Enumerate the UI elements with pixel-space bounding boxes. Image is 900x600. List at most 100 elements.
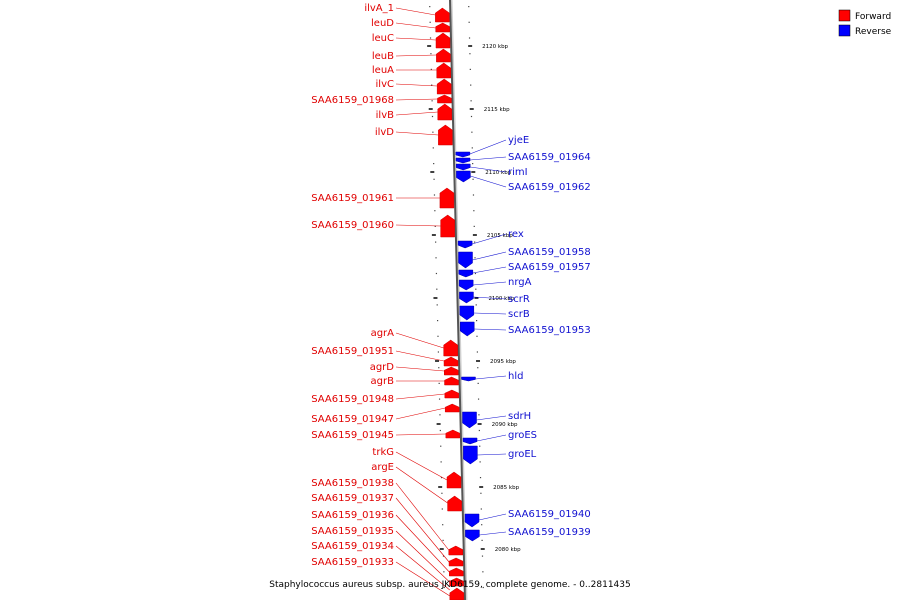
reverse-gene-block[interactable] [455, 151, 471, 158]
reverse-gene-label[interactable]: scrB [508, 309, 530, 320]
forward-gene-label[interactable]: SAA6159_01951 [311, 346, 394, 357]
forward-gene-label[interactable]: ilvA_1 [364, 3, 394, 14]
forward-gene-label[interactable]: SAA6159_01960 [311, 220, 394, 231]
forward-gene-label[interactable]: leuB [372, 51, 394, 62]
forward-gene-block[interactable] [444, 376, 459, 386]
scale-dot [481, 524, 483, 526]
forward-gene-block[interactable] [435, 32, 451, 49]
scale-dot [468, 6, 470, 8]
forward-gene-label[interactable]: SAA6159_01933 [311, 557, 394, 568]
forward-gene-block[interactable] [444, 403, 460, 413]
label-leader-line [472, 266, 507, 274]
reverse-gene-label[interactable]: SAA6159_01953 [508, 325, 591, 336]
forward-gene-label[interactable]: SAA6159_01945 [311, 430, 394, 441]
forward-gene-label[interactable]: agrA [371, 328, 395, 339]
reverse-gene-block[interactable] [459, 305, 475, 321]
reverse-gene-block[interactable] [455, 157, 471, 164]
reverse-gene-label[interactable]: SAA6159_01958 [508, 247, 591, 258]
scale-dot [476, 320, 478, 322]
forward-gene-block[interactable] [435, 7, 450, 23]
scale-dot [481, 555, 484, 557]
forward-gene-block[interactable] [448, 557, 464, 567]
reverse-gene-label[interactable]: yjeE [508, 135, 529, 146]
reverse-gene-block[interactable] [463, 445, 478, 465]
reverse-gene-label[interactable]: groEL [508, 449, 537, 460]
label-leader-line [395, 37, 437, 41]
reverse-gene-label[interactable]: nrgA [508, 277, 532, 288]
reverse-gene-label[interactable]: sdrH [508, 411, 531, 422]
reverse-gene-block[interactable] [461, 376, 476, 382]
reverse-gene-block[interactable] [462, 411, 477, 429]
forward-gene-block[interactable] [448, 545, 464, 556]
forward-gene-block[interactable] [436, 48, 451, 63]
forward-gene-label[interactable]: leuC [372, 33, 394, 44]
reverse-gene-label[interactable]: hld [508, 371, 523, 382]
forward-gene-block[interactable] [447, 495, 462, 512]
forward-gene-label[interactable]: SAA6159_01948 [311, 394, 394, 405]
reverse-gene-block[interactable] [464, 513, 480, 528]
reverse-gene-label[interactable]: SAA6159_01939 [508, 527, 591, 538]
reverse-gene-block[interactable] [459, 291, 474, 304]
reverse-gene-label[interactable]: rimI [508, 167, 528, 178]
forward-gene-label[interactable]: ilvC [376, 79, 394, 90]
reverse-gene-label[interactable]: SAA6159_01962 [508, 182, 591, 193]
forward-gene-block[interactable] [437, 94, 452, 104]
forward-gene-block[interactable] [443, 356, 459, 367]
forward-gene-block[interactable] [445, 429, 461, 439]
forward-gene-label[interactable]: SAA6159_01935 [311, 526, 394, 537]
reverse-gene-block[interactable] [458, 279, 474, 291]
reverse-gene-label[interactable]: SAA6159_01964 [508, 152, 591, 163]
reverse-gene-block[interactable] [465, 529, 480, 542]
reverse-gene-block[interactable] [457, 240, 473, 249]
forward-gene-block[interactable] [443, 339, 458, 357]
forward-gene-block[interactable] [438, 124, 453, 146]
forward-gene-label[interactable]: leuD [371, 18, 394, 29]
forward-gene-label[interactable]: SAA6159_01937 [311, 493, 394, 504]
reverse-gene-label[interactable]: groES [508, 430, 537, 441]
reverse-gene-label[interactable]: rex [508, 229, 524, 240]
scale-dot [433, 178, 435, 180]
forward-gene-label[interactable]: ilvB [376, 110, 394, 121]
reverse-gene-block[interactable] [462, 437, 478, 445]
forward-gene-block[interactable] [444, 366, 459, 376]
scale-dot [430, 68, 432, 70]
forward-gene-block[interactable] [436, 78, 452, 95]
forward-gene-label[interactable]: argE [371, 462, 394, 473]
forward-gene-label[interactable]: trkG [372, 447, 394, 458]
forward-gene-block[interactable] [440, 214, 455, 238]
reverse-gene-block[interactable] [455, 163, 471, 171]
gene-labels[interactable]: ilvA_1 leuD leuC leuB leuA ilvC SAA6159_01968i… [311, 3, 591, 597]
forward-gene-block[interactable] [437, 103, 453, 121]
forward-gene-label[interactable]: SAA6159_01961 [311, 193, 394, 204]
forward-gene-label[interactable]: SAA6159_01934 [311, 541, 394, 552]
forward-gene-block[interactable] [449, 577, 464, 587]
forward-gene-label[interactable]: SAA6159_01968 [311, 95, 394, 106]
reverse-gene-block[interactable] [458, 269, 474, 278]
reverse-gene-block[interactable] [458, 251, 473, 269]
scale-dot [479, 445, 481, 447]
forward-gene-block[interactable] [449, 587, 465, 600]
reverse-gene-label[interactable]: SAA6159_01940 [508, 509, 591, 520]
forward-gene-block[interactable] [444, 389, 460, 399]
reverse-gene-block[interactable] [456, 170, 471, 183]
label-leader-line [395, 451, 448, 481]
forward-gene-block[interactable] [449, 567, 464, 577]
reverse-gene-block[interactable] [459, 321, 475, 337]
forward-gene-block[interactable] [435, 22, 450, 33]
scale-dot [430, 53, 432, 55]
forward-gene-label[interactable]: SAA6159_01938 [311, 478, 394, 489]
reverse-gene-label[interactable]: scrR [508, 294, 530, 305]
forward-gene-block[interactable] [436, 62, 452, 79]
reverse-gene-label[interactable]: SAA6159_01957 [508, 262, 591, 273]
scale-dot [472, 194, 475, 196]
forward-gene-label[interactable]: leuA [372, 65, 394, 76]
forward-gene-label[interactable]: SAA6159_01947 [311, 414, 394, 425]
forward-gene-label[interactable]: agrB [371, 376, 395, 387]
scale-dot [469, 68, 471, 70]
forward-gene-label[interactable]: SAA6159_01936 [311, 510, 394, 521]
forward-gene-label[interactable]: ilvD [375, 127, 394, 138]
forward-gene-label[interactable]: agrD [370, 362, 395, 373]
forward-gene-block[interactable] [439, 187, 455, 209]
forward-gene-block[interactable] [446, 471, 462, 489]
label-leader-line [472, 233, 507, 245]
